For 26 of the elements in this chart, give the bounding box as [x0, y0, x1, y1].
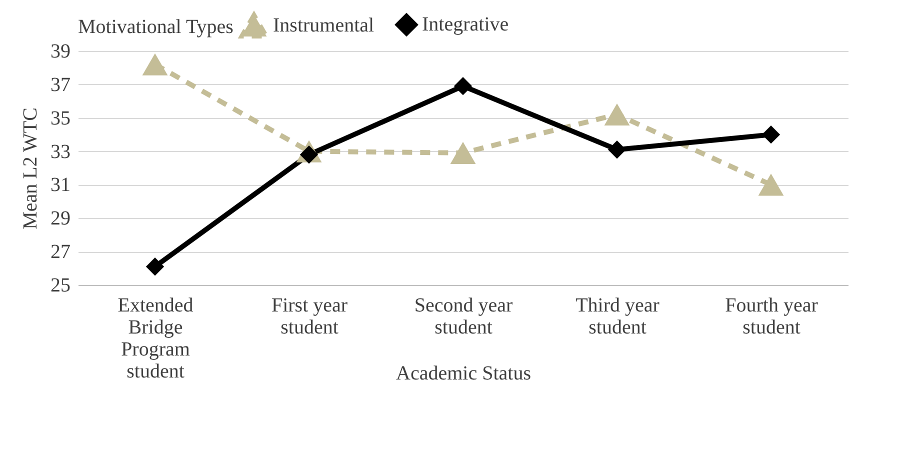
y-tick-label: 27: [50, 241, 70, 264]
x-tick-label: First year student: [271, 294, 348, 338]
legend-label: Instrumental: [273, 14, 375, 36]
y-tick-label: 37: [50, 74, 70, 96]
legend-title: Motivational Types: [78, 16, 234, 38]
y-tick-label: 33: [50, 140, 70, 163]
point: [758, 174, 784, 196]
point: [604, 103, 630, 126]
point: [450, 142, 476, 164]
y-tick-label: 25: [50, 274, 70, 296]
point: [454, 77, 472, 96]
point: [608, 140, 626, 159]
x-tick-label: Extended Bridge Program student: [118, 294, 194, 382]
point: [146, 258, 164, 276]
legend-label: Integrative: [422, 14, 509, 36]
y-tick-label: 31: [50, 174, 70, 196]
point: [142, 53, 168, 76]
y-tick-label: 35: [50, 107, 70, 130]
point: [762, 125, 780, 144]
y-axis-title: Mean L2 WTC: [20, 108, 42, 230]
y-tick-label: 29: [50, 208, 70, 230]
x-tick-label: Second year student: [414, 294, 513, 338]
y-tick-label: 39: [50, 40, 70, 62]
x-tick-label: Fourth year student: [725, 294, 818, 338]
x-axis-title: Academic Status: [396, 362, 532, 384]
x-tick-label: Third year student: [576, 294, 660, 338]
